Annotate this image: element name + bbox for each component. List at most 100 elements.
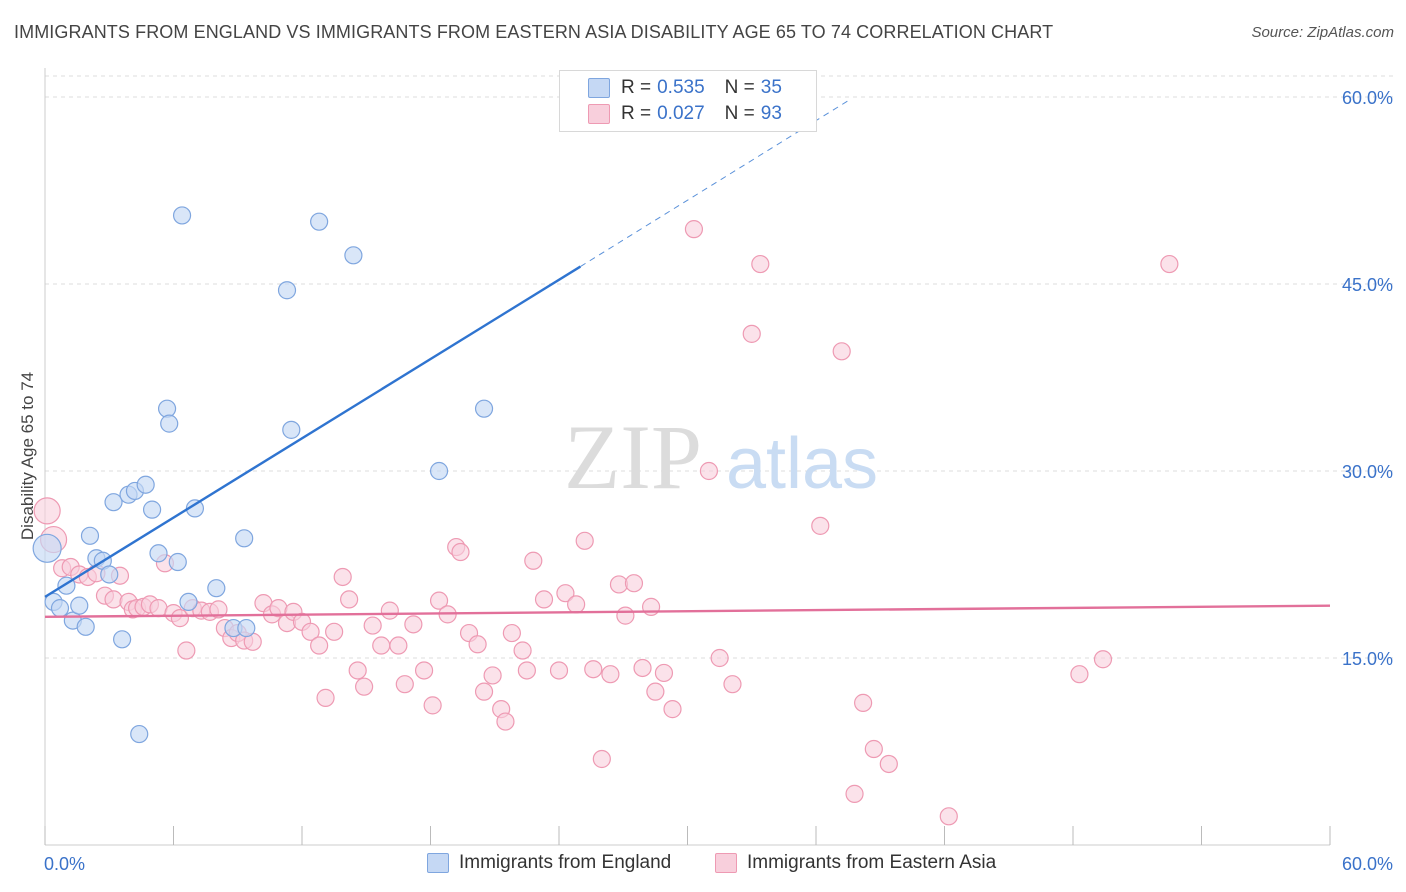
- data-point-eastern-asia: [395, 675, 414, 694]
- data-point-eastern-asia: [355, 677, 374, 696]
- legend-r-label: R =: [621, 77, 652, 98]
- tick-labels: 15.0% 30.0% 45.0% 60.0% 0.0% 60.0%: [44, 88, 1393, 874]
- data-point-eastern-asia: [710, 648, 729, 668]
- data-point-eastern-asia: [575, 531, 594, 550]
- data-point-england: [104, 493, 123, 512]
- data-point-eastern-asia: [879, 754, 898, 774]
- data-point-england: [70, 596, 89, 615]
- legend-r-value: 0.027: [657, 103, 705, 124]
- axes: [44, 68, 1331, 846]
- data-point-england: [429, 461, 449, 481]
- data-point-eastern-asia: [104, 590, 123, 609]
- data-point-eastern-asia: [502, 623, 521, 643]
- data-point-eastern-asia: [811, 516, 830, 535]
- data-point-england: [112, 630, 132, 649]
- data-point-england: [160, 414, 179, 433]
- data-point-eastern-asia: [496, 712, 515, 731]
- data-point-eastern-asia: [633, 658, 652, 678]
- watermark-atlas: atlas: [726, 424, 878, 504]
- legend-n-value: 35: [760, 77, 782, 98]
- data-point-eastern-asia: [641, 597, 661, 616]
- data-point-england: [76, 617, 95, 636]
- legend-item-england: Immigrants from England: [427, 852, 671, 874]
- regression-line-england: [44, 265, 582, 598]
- data-point-england: [32, 533, 62, 563]
- data-point-england: [136, 475, 155, 494]
- data-point-eastern-asia: [340, 590, 359, 609]
- data-point-eastern-asia: [854, 693, 873, 712]
- data-point-england: [237, 618, 256, 638]
- y-tick-label: 30.0%: [1342, 462, 1393, 482]
- y-axis-label: Disability Age 65 to 74: [18, 372, 37, 540]
- data-point-england: [157, 399, 177, 418]
- data-point-eastern-asia: [423, 696, 442, 715]
- x-tick-label: 60.0%: [1342, 854, 1393, 874]
- data-point-england: [142, 500, 162, 519]
- data-point-eastern-asia: [429, 591, 449, 610]
- data-point-eastern-asia: [363, 616, 382, 635]
- data-point-england: [168, 552, 187, 572]
- chart-title: IMMIGRANTS FROM ENGLAND VS IMMIGRANTS FR…: [14, 22, 1054, 42]
- legend-r-value: 0.535: [657, 77, 705, 98]
- data-point-eastern-asia: [474, 682, 494, 701]
- legend-row-eastern-asia: R = 0.027 N = 93: [588, 102, 782, 126]
- data-point-eastern-asia: [939, 807, 958, 826]
- data-point-england: [344, 246, 363, 265]
- legend-label-eastern-asia: Immigrants from Eastern Asia: [747, 852, 997, 873]
- data-point-eastern-asia: [663, 700, 682, 719]
- series-england-points: [32, 206, 494, 744]
- data-point-eastern-asia: [404, 615, 423, 634]
- data-point-eastern-asia: [513, 641, 532, 660]
- data-point-eastern-asia: [389, 636, 408, 655]
- legend-swatch-eastern-asia: [715, 853, 737, 873]
- legend-n-label: N =: [724, 77, 755, 98]
- data-point-eastern-asia: [592, 749, 611, 769]
- regression-lines: [44, 100, 1331, 619]
- data-point-eastern-asia: [567, 595, 586, 614]
- series-legend: Immigrants from England Immigrants from …: [0, 852, 1406, 878]
- data-point-eastern-asia: [845, 784, 864, 803]
- data-point-england: [149, 544, 168, 563]
- y-tick-label: 45.0%: [1342, 275, 1393, 295]
- data-point-eastern-asia: [616, 606, 635, 625]
- data-point-eastern-asia: [751, 254, 770, 274]
- source-label: Source: ZipAtlas.com: [1251, 24, 1394, 41]
- data-point-eastern-asia: [654, 663, 674, 683]
- legend-swatch-england: [588, 78, 610, 98]
- watermark-zip: ZIP: [564, 406, 702, 508]
- data-point-eastern-asia: [348, 661, 367, 680]
- data-point-england: [235, 529, 254, 548]
- data-point-england: [172, 206, 192, 225]
- data-point-eastern-asia: [624, 574, 644, 593]
- data-point-eastern-asia: [316, 688, 335, 707]
- data-point-eastern-asia: [684, 220, 704, 239]
- data-point-eastern-asia: [380, 601, 399, 620]
- data-point-england: [130, 724, 149, 744]
- x-tick-label: 0.0%: [44, 854, 85, 874]
- data-point-eastern-asia: [372, 636, 391, 655]
- data-point-england: [282, 420, 301, 439]
- data-point-eastern-asia: [301, 622, 320, 641]
- data-point-eastern-asia: [468, 635, 487, 654]
- data-point-england: [179, 592, 198, 612]
- data-point-eastern-asia: [601, 665, 620, 684]
- data-point-eastern-asia: [584, 660, 603, 679]
- data-point-eastern-asia: [609, 575, 629, 594]
- regression-line-england-extrapolated: [580, 100, 849, 267]
- data-point-eastern-asia: [556, 584, 575, 603]
- legend-row-england: R = 0.535 N = 35: [588, 76, 782, 100]
- data-point-england: [100, 565, 119, 584]
- data-point-eastern-asia: [742, 324, 761, 343]
- legend-n-value: 93: [760, 103, 782, 124]
- series-eastern-asia-points: [33, 220, 1179, 826]
- data-point-eastern-asia: [483, 666, 502, 685]
- data-point-eastern-asia: [517, 661, 536, 680]
- data-point-eastern-asia: [549, 661, 569, 680]
- data-point-england: [50, 599, 70, 618]
- data-point-eastern-asia: [864, 739, 883, 759]
- data-point-eastern-asia: [1093, 650, 1113, 669]
- data-point-england: [310, 212, 329, 231]
- legend-label-england: Immigrants from England: [459, 852, 672, 873]
- data-point-eastern-asia: [209, 600, 228, 619]
